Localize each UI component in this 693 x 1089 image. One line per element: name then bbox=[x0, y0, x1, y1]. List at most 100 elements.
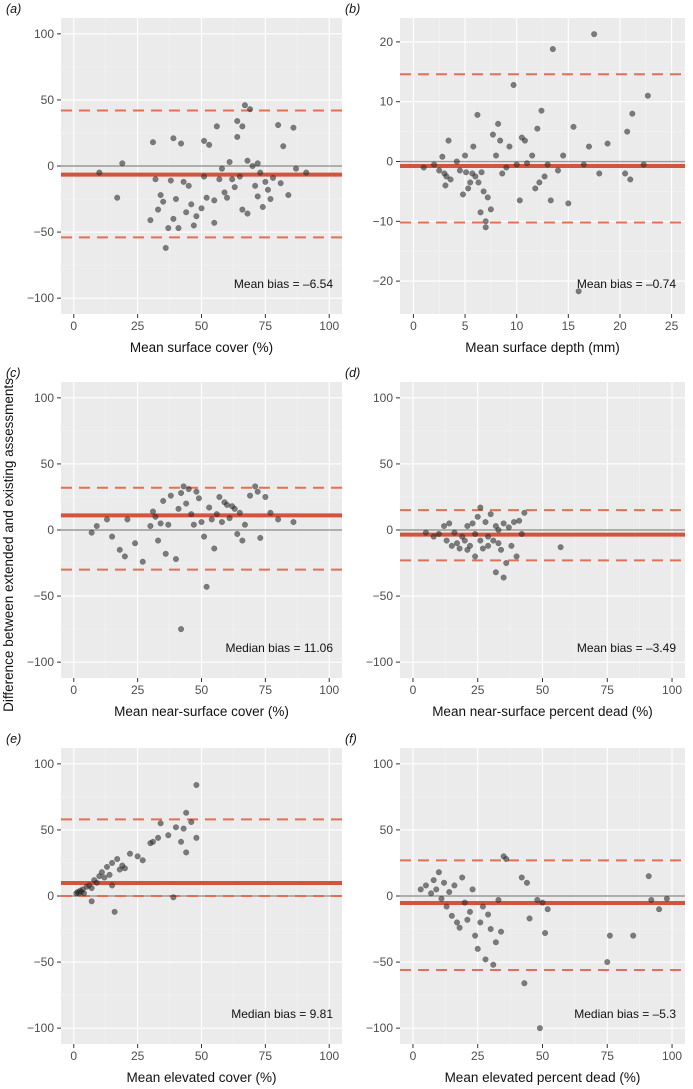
data-point bbox=[267, 509, 274, 516]
panel-c: 0 25 50 75 100 −100 −50 0 50 100 Median bias = 11.… bbox=[6, 366, 342, 719]
data-point bbox=[461, 899, 468, 906]
data-point bbox=[464, 522, 471, 530]
y-tick-label: −50 bbox=[373, 589, 394, 603]
y-tick-label: 50 bbox=[380, 823, 394, 837]
data-point bbox=[216, 176, 223, 183]
x-tick-label: 25 bbox=[131, 1049, 145, 1063]
data-point bbox=[157, 520, 164, 527]
data-point bbox=[420, 164, 427, 171]
x-axis-title: Mean surface cover (%) bbox=[130, 340, 273, 355]
data-point bbox=[487, 511, 494, 518]
y-tick-label: −100 bbox=[366, 655, 393, 669]
data-point bbox=[510, 81, 517, 89]
data-point bbox=[121, 865, 128, 872]
data-point bbox=[139, 857, 146, 864]
data-point bbox=[422, 882, 429, 889]
data-point bbox=[180, 178, 187, 185]
data-point bbox=[463, 169, 470, 176]
panel-label: (c) bbox=[6, 366, 21, 380]
bias-annotation: Mean bias = –3.49 bbox=[577, 641, 676, 655]
data-point bbox=[183, 809, 190, 816]
y-tick-label: 0 bbox=[386, 155, 393, 169]
data-point bbox=[532, 185, 539, 192]
data-point bbox=[505, 524, 512, 531]
data-point bbox=[541, 173, 548, 180]
data-point bbox=[183, 849, 190, 856]
data-point bbox=[193, 213, 200, 220]
data-point bbox=[477, 537, 484, 544]
data-point bbox=[521, 137, 528, 144]
data-point bbox=[464, 916, 471, 923]
data-point bbox=[523, 879, 531, 886]
data-point bbox=[480, 188, 487, 195]
data-point bbox=[465, 185, 472, 192]
data-point bbox=[503, 855, 510, 863]
data-point bbox=[170, 135, 177, 142]
data-point bbox=[234, 530, 241, 538]
data-point bbox=[218, 165, 225, 172]
data-point bbox=[506, 143, 513, 150]
y-tick-label: 100 bbox=[373, 757, 393, 771]
data-point bbox=[175, 505, 182, 512]
data-point bbox=[497, 546, 505, 553]
data-point bbox=[193, 781, 200, 789]
data-point bbox=[495, 526, 502, 534]
data-point bbox=[80, 890, 88, 897]
data-point bbox=[430, 533, 437, 540]
data-point bbox=[175, 225, 182, 232]
data-point bbox=[262, 493, 269, 501]
data-point bbox=[155, 834, 162, 841]
data-point bbox=[538, 107, 545, 114]
data-point bbox=[254, 160, 261, 167]
data-point bbox=[226, 158, 233, 166]
data-point bbox=[206, 141, 213, 148]
data-point bbox=[570, 123, 577, 130]
data-point bbox=[111, 908, 118, 915]
data-point bbox=[422, 529, 429, 536]
data-point bbox=[157, 820, 164, 827]
y-tick-label: 0 bbox=[386, 889, 393, 903]
data-point bbox=[499, 170, 506, 177]
data-point bbox=[88, 898, 95, 905]
data-point bbox=[162, 244, 169, 251]
data-point bbox=[518, 874, 525, 881]
x-tick-label: 5 bbox=[462, 319, 469, 333]
x-tick-label: 0 bbox=[410, 683, 417, 697]
panel-f: 0 25 50 75 100 −100 −50 0 50 100 Median bias = –5.… bbox=[345, 732, 685, 1085]
data-point bbox=[165, 521, 172, 528]
data-point bbox=[474, 111, 481, 118]
data-point bbox=[482, 519, 489, 526]
data-point bbox=[178, 140, 185, 147]
data-point bbox=[178, 838, 185, 845]
data-point bbox=[521, 509, 528, 516]
y-tick-label: 50 bbox=[41, 93, 55, 107]
x-axis-title: Mean near-surface percent dead (%) bbox=[432, 704, 653, 719]
data-point bbox=[236, 509, 243, 516]
panel-label: (d) bbox=[345, 366, 360, 380]
data-point bbox=[114, 855, 121, 863]
data-point bbox=[254, 193, 261, 200]
data-point bbox=[152, 513, 159, 520]
x-tick-label: 75 bbox=[259, 1049, 273, 1063]
x-tick-label: 100 bbox=[662, 1049, 682, 1063]
x-tick-label: 100 bbox=[319, 683, 339, 697]
data-point bbox=[262, 178, 269, 185]
y-tick-label: 0 bbox=[386, 523, 393, 537]
data-point bbox=[489, 131, 496, 138]
bias-annotation: Mean bias = –0.74 bbox=[577, 277, 676, 291]
data-point bbox=[464, 546, 471, 553]
y-tick-label: 50 bbox=[41, 823, 55, 837]
data-point bbox=[155, 206, 162, 213]
data-point bbox=[490, 537, 497, 544]
data-point bbox=[656, 906, 663, 913]
x-tick-label: 20 bbox=[613, 319, 627, 333]
bias-annotation: Median bias = 11.06 bbox=[225, 641, 333, 655]
data-point bbox=[443, 537, 450, 544]
x-tick-label: 50 bbox=[195, 319, 209, 333]
panel-d: 0 25 50 75 100 −100 −50 0 50 100 Mean bias = –3.49… bbox=[345, 366, 685, 719]
data-point bbox=[285, 192, 292, 199]
data-point bbox=[269, 174, 277, 181]
panel-a: 0 25 50 75 100 −100 −50 0 50 100 Mean bias = –6.54… bbox=[6, 2, 342, 355]
data-point bbox=[451, 529, 458, 536]
x-tick-label: 25 bbox=[471, 683, 485, 697]
